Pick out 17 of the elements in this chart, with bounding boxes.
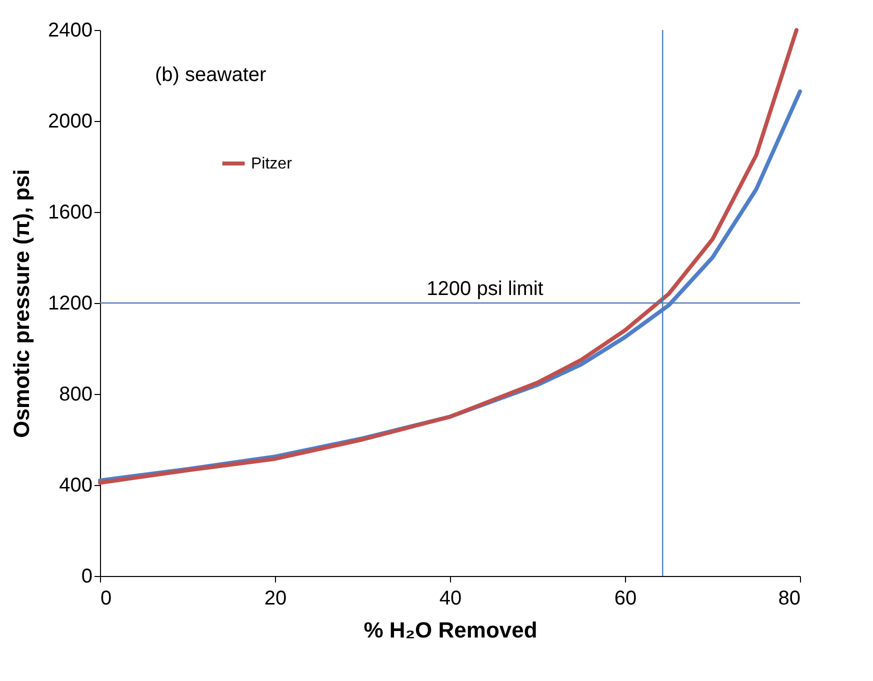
- x-axis-title: % H₂O Removed: [364, 618, 538, 642]
- y-tick-label: 2000: [48, 110, 92, 132]
- y-axis-title: Osmotic pressure (π), psi: [9, 169, 34, 438]
- y-tick-label: 2400: [48, 20, 92, 42]
- y-tick-label: 400: [59, 474, 92, 496]
- y-tick-label: 1600: [48, 202, 92, 224]
- y-tick-label: 1200: [48, 292, 92, 314]
- annotation: (b) seawater: [155, 64, 266, 86]
- y-tick-label: 800: [59, 384, 92, 406]
- x-tick-label: 0: [100, 588, 112, 610]
- x-tick-label: 40: [439, 588, 462, 610]
- x-tick-label: 20: [264, 588, 287, 610]
- legend-label: Pitzer: [251, 156, 293, 172]
- y-tick-label: 0: [81, 566, 92, 588]
- x-tick-label: 80: [778, 588, 800, 610]
- x-tick-label: 60: [614, 588, 637, 610]
- ref-line-label: 1200 psi limit: [426, 278, 544, 300]
